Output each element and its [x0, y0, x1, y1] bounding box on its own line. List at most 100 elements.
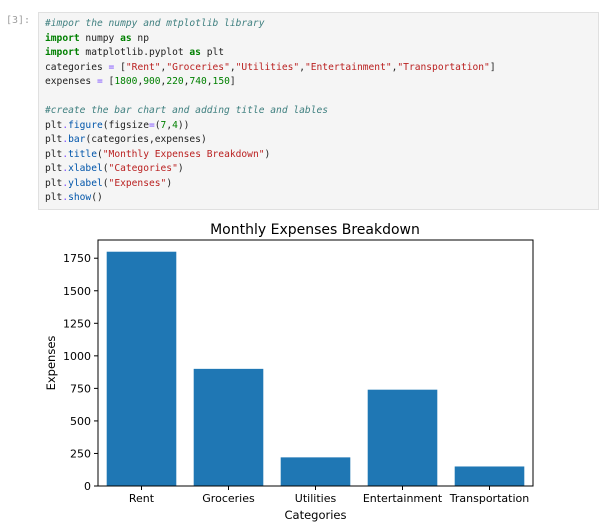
x-tick-label: Groceries — [202, 492, 255, 505]
y-tick-label: 250 — [70, 447, 91, 460]
code-token: "Utilities" — [235, 61, 300, 73]
code-token: ] — [229, 76, 236, 87]
code-token: as — [120, 32, 132, 44]
code-line: #impor the numpy and mtplotlib library — [45, 17, 598, 32]
code-line: plt.show() — [45, 191, 598, 206]
code-token: . — [62, 177, 69, 189]
code-cell-editor[interactable]: #impor the numpy and mtplotlib library im… — [38, 12, 599, 210]
cell-output: Monthly Expenses Breakdown 0 250 500 750 100… — [38, 212, 599, 525]
code-token: 4 — [172, 119, 178, 131]
code-token: plt — [200, 47, 225, 58]
code-token: ( — [97, 148, 103, 160]
code-line: import matplotlib.pyplot as plt — [45, 46, 598, 61]
y-tick-label: 1750 — [63, 252, 91, 265]
code-token: #create the bar chart and adding title a… — [45, 105, 329, 116]
x-tick-label: Transportation — [449, 492, 529, 505]
code-line: categories = ["Rent","Groceries","Utilit… — [45, 61, 598, 76]
code-token: plt — [45, 134, 63, 145]
code-token: ) — [177, 163, 184, 174]
code-token: (categories,expenses) — [85, 134, 207, 145]
code-token: (figsize — [102, 119, 149, 131]
code-token: [ — [114, 61, 126, 73]
code-token: xlabel — [68, 163, 103, 174]
y-axis-label: Expenses — [44, 336, 58, 391]
bar-entertainment — [367, 389, 438, 486]
y-tick-label: 0 — [84, 480, 91, 493]
code-token: 740 — [189, 76, 207, 87]
code-token: categories — [45, 61, 109, 73]
code-token: plt — [45, 119, 63, 131]
code-token: "Groceries" — [166, 61, 230, 73]
y-tick-label: 1000 — [63, 350, 91, 363]
x-tick-label: Entertainment — [363, 492, 443, 505]
code-token: "Expenses" — [108, 177, 167, 189]
code-token: = — [96, 76, 103, 87]
code-token: matplotlib.pyplot — [79, 47, 190, 58]
code-token: ) — [166, 177, 173, 189]
code-token: bar — [68, 134, 86, 145]
code-token: . — [62, 148, 69, 160]
code-token: plt — [45, 148, 63, 160]
code-line: import numpy as np — [45, 32, 598, 47]
bar-groceries — [193, 368, 264, 486]
code-line: plt.title("Monthly Expenses Breakdown") — [45, 148, 598, 163]
axes-frame — [97, 239, 534, 487]
code-token: plt — [45, 192, 63, 203]
code-token: import — [45, 47, 80, 58]
code-line: #create the bar chart and adding title a… — [45, 104, 598, 119]
code-line: expenses = [1800,900,220,740,150] — [45, 75, 598, 90]
code-line: plt.figure(figsize=(7,4)) — [45, 119, 598, 134]
code-token: () — [91, 192, 103, 203]
code-line: plt.bar(categories,expenses) — [45, 133, 598, 148]
code-token: , — [299, 61, 305, 73]
code-token: , — [229, 61, 236, 73]
y-axis-ticks: 0 250 500 750 1000 1250 1500 1750 — [63, 252, 98, 493]
code-token: expenses — [45, 76, 97, 87]
code-token: show — [68, 192, 92, 203]
code-token: 1800 — [114, 76, 138, 87]
code-token: = — [148, 119, 155, 131]
code-token: "Entertainment" — [304, 61, 392, 73]
code-token: plt — [45, 163, 63, 174]
code-text[interactable]: #impor the numpy and mtplotlib library im… — [39, 13, 598, 206]
code-token: "Monthly Expenses Breakdown" — [102, 148, 265, 160]
code-token: np — [131, 32, 149, 44]
code-token: 900 — [143, 76, 161, 87]
x-tick-label: Utilities — [295, 492, 337, 505]
code-token: plt — [45, 177, 63, 189]
code-line: plt.xlabel("Categories") — [45, 162, 598, 177]
code-token: 150 — [212, 76, 230, 87]
code-token: "Transportation" — [397, 61, 490, 73]
code-token: ( — [102, 177, 109, 189]
y-tick-label: 1500 — [63, 285, 91, 298]
bar-transportation — [454, 466, 525, 486]
code-token: ( — [102, 163, 109, 174]
code-token: , — [160, 76, 167, 87]
code-token: ( — [154, 119, 161, 131]
x-tick-label: Rent — [129, 492, 155, 505]
code-token: ) — [264, 148, 271, 160]
code-token: ylabel — [68, 177, 103, 189]
code-token: [ — [102, 76, 115, 87]
code-token: #impor the numpy and mtplotlib library — [45, 18, 265, 29]
code-token: , — [137, 76, 144, 87]
bars — [106, 251, 525, 486]
code-line: plt.ylabel("Expenses") — [45, 177, 598, 192]
code-token: , — [166, 119, 173, 131]
code-token: numpy — [79, 32, 121, 44]
code-token: = — [108, 61, 115, 73]
code-token: , — [206, 76, 213, 87]
y-tick-label: 500 — [70, 415, 91, 428]
code-token: . — [62, 163, 69, 174]
code-token: , — [391, 61, 398, 73]
x-axis-ticks: Rent Groceries Utilities Entertainment Trans… — [129, 486, 529, 505]
y-tick-label: 750 — [70, 382, 91, 395]
code-token: 7 — [160, 119, 167, 131]
code-token: . — [62, 119, 69, 131]
bar-chart: Monthly Expenses Breakdown 0 250 500 750 100… — [44, 222, 534, 522]
cell-prompt: [3]: — [6, 15, 31, 26]
code-token: import — [45, 32, 80, 44]
code-token: 220 — [166, 76, 184, 87]
code-token: figure — [68, 119, 103, 131]
bar-utilities — [280, 457, 351, 486]
